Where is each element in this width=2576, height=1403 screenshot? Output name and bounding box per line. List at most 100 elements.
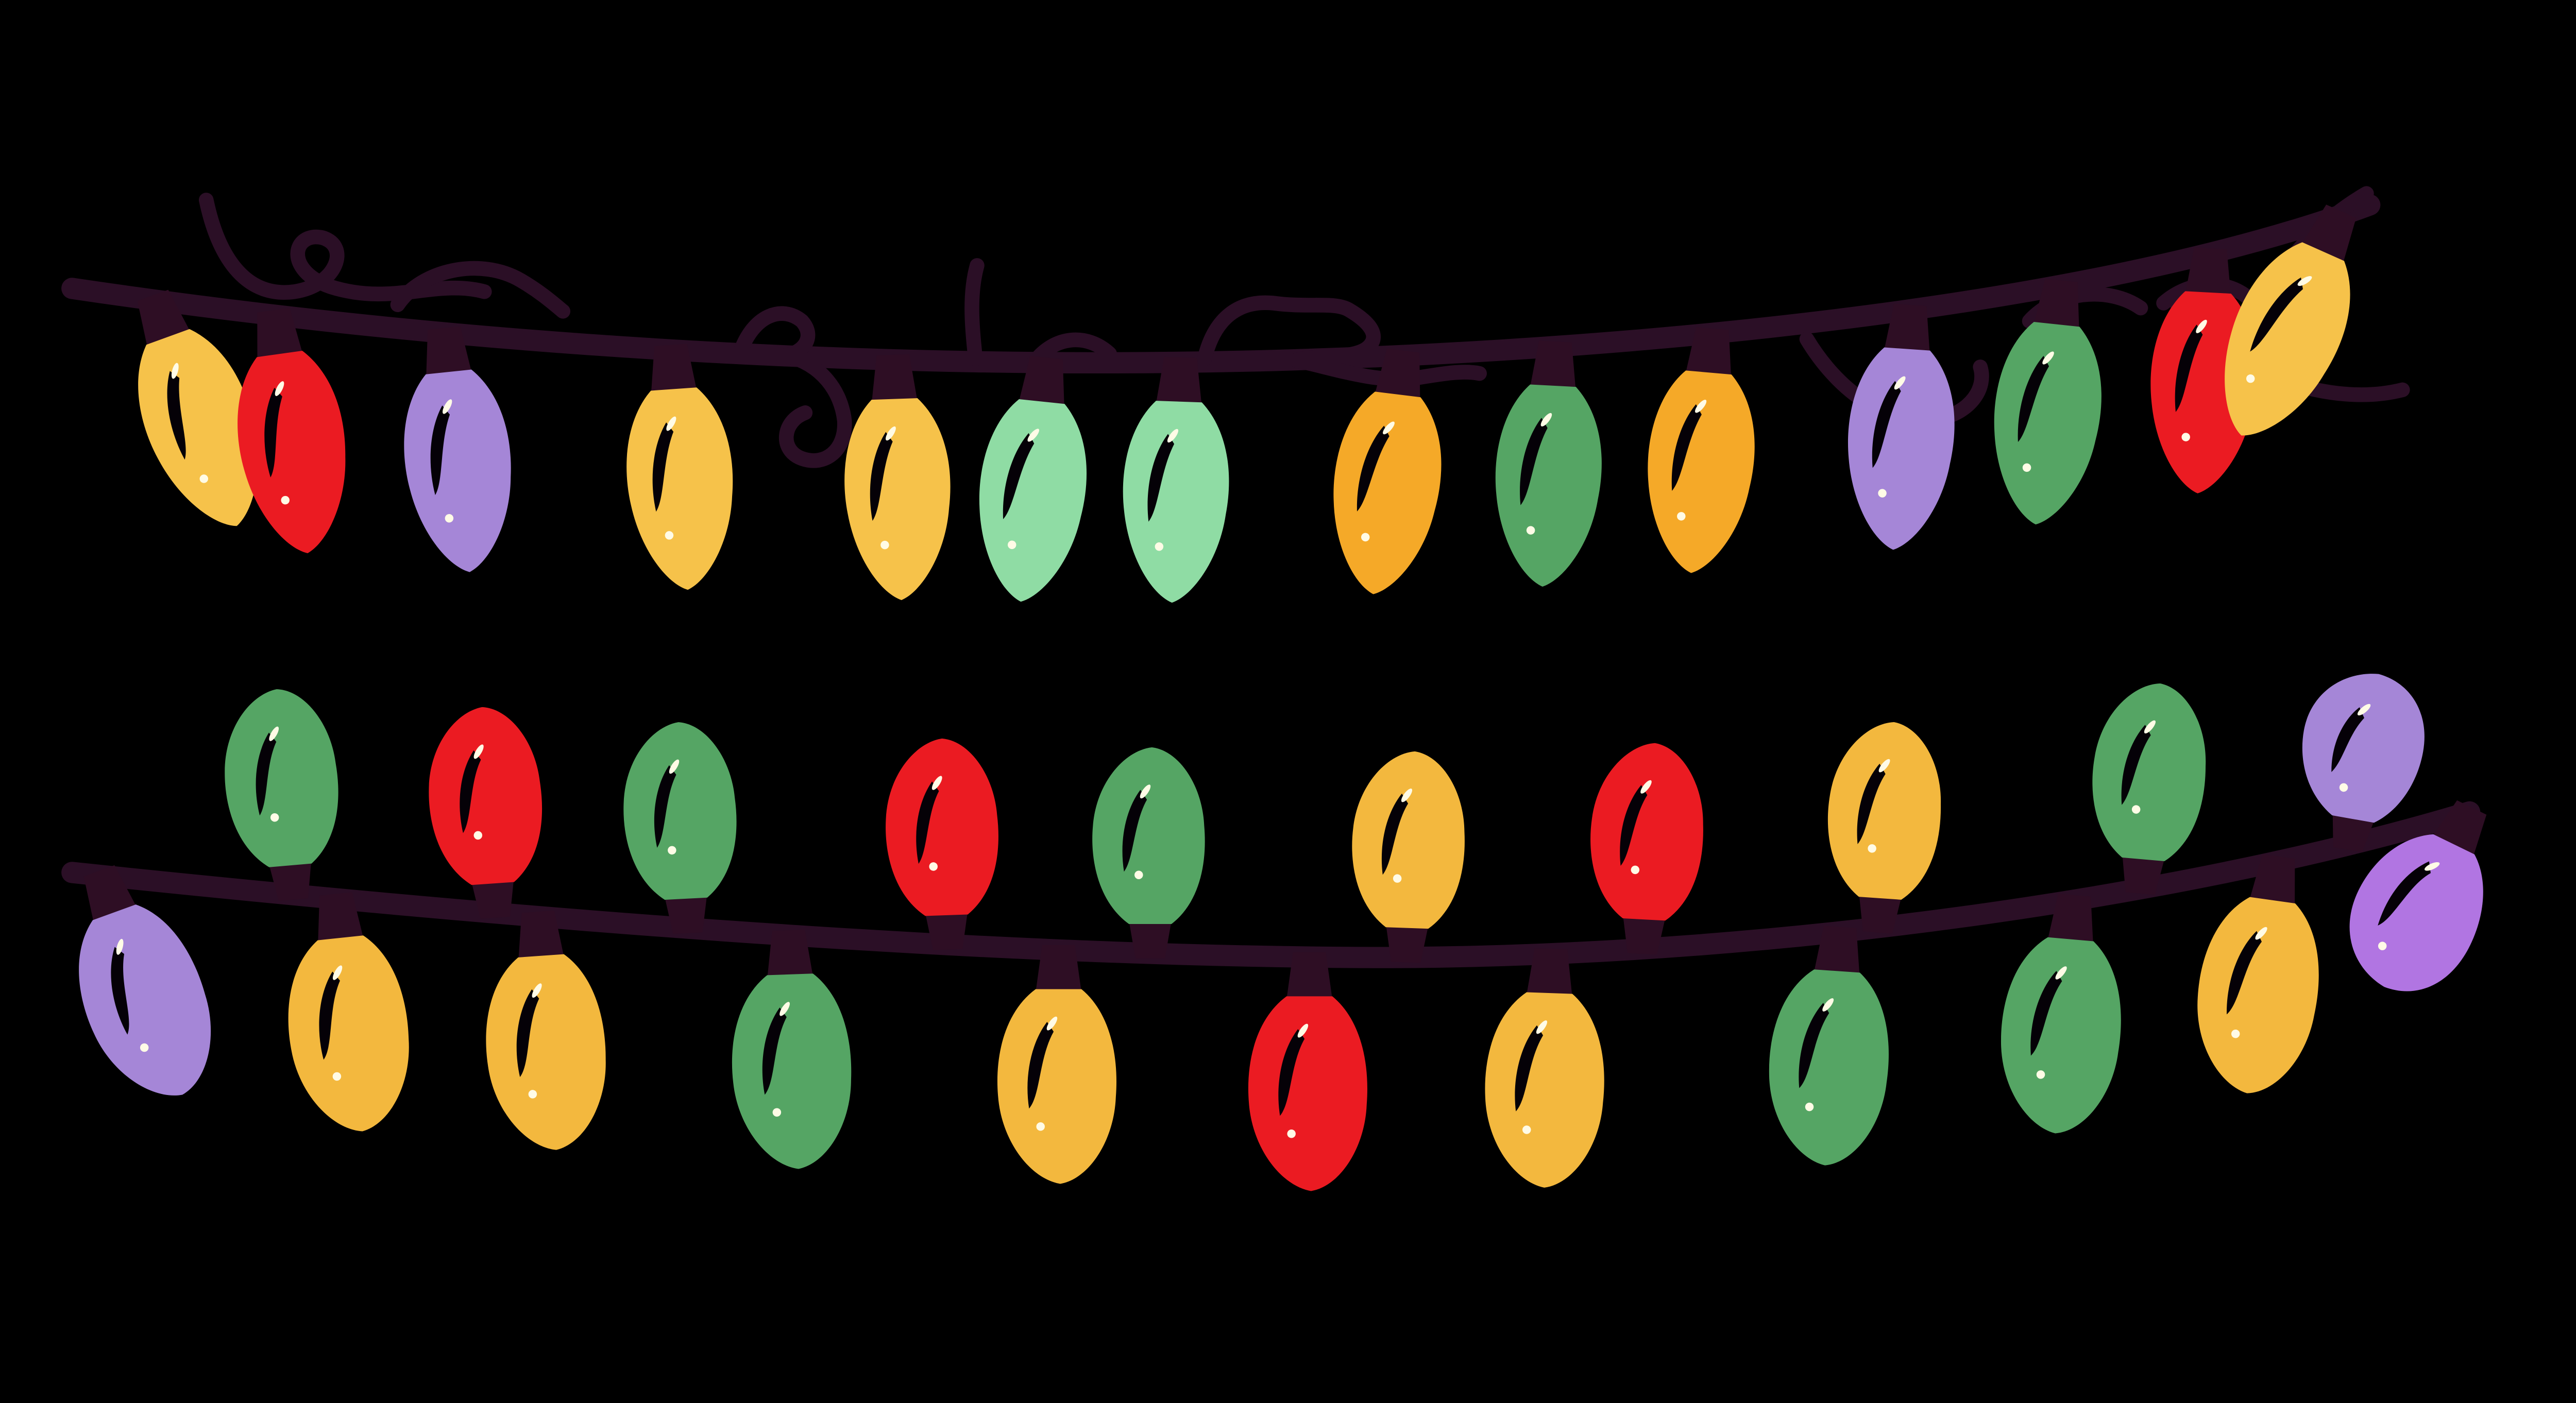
bulb-highlight-dot: [199, 474, 209, 483]
bulb-highlight-dot: [1522, 1125, 1531, 1134]
bulb-glint: [171, 363, 179, 379]
christmas-bulb-red: [238, 307, 346, 554]
christmas-bulb-violet: [2349, 800, 2487, 991]
bulb-shine-crescent: [2227, 931, 2262, 1015]
christmas-bulb-yellow: [997, 945, 1116, 1184]
bulb-shine-crescent: [2250, 277, 2303, 352]
christmas-bulb-purple: [2302, 674, 2425, 852]
bulb-socket: [2047, 894, 2093, 945]
bulb-body: [238, 350, 346, 554]
top-string: [61, 186, 2410, 603]
bulb-highlight-dot: [1878, 489, 1887, 498]
bulb-body: [1123, 401, 1229, 603]
bulb-shine-crescent: [654, 765, 676, 848]
bulb-shine-crescent: [1381, 793, 1409, 875]
bulb-body: [486, 954, 606, 1150]
bulb-body: [1333, 391, 1442, 594]
bulb-glint: [275, 381, 284, 396]
bulb-socket: [1036, 945, 1082, 993]
bulb-highlight-dot: [880, 540, 889, 550]
christmas-bulb-yellow: [1352, 751, 1465, 963]
bulb-socket: [1385, 923, 1429, 963]
christmas-bulb-gold: [2225, 204, 2357, 436]
bulb-glint: [116, 938, 124, 955]
bulb-highlight-dot: [772, 1108, 782, 1117]
bulb-socket: [318, 892, 364, 944]
bulb-socket: [1623, 915, 1666, 955]
christmas-bulb-mint: [979, 356, 1087, 602]
christmas-bulb-red: [1590, 743, 1703, 955]
bulb-body: [404, 369, 511, 572]
christmas-bulb-purple: [1848, 303, 1955, 550]
bulb-shine-crescent: [1857, 763, 1886, 845]
bulb-shine-crescent: [264, 387, 282, 478]
bulb-body: [623, 722, 737, 900]
bulb-body: [997, 989, 1116, 1184]
bulb-glint: [2357, 704, 2371, 715]
bulb-glint: [1140, 784, 1151, 799]
christmas-bulb-red: [1248, 952, 1367, 1191]
bulb-body: [1648, 370, 1755, 573]
bulb-shine-crescent: [1799, 1003, 1829, 1088]
bulb-highlight-dot: [665, 531, 674, 540]
bulb-glint: [1878, 759, 1890, 773]
bulb-shine-crescent: [430, 405, 450, 495]
bulb-highlight-dot: [332, 1072, 342, 1081]
bulb-body: [844, 398, 951, 601]
bulb-shine-crescent: [1003, 433, 1035, 520]
bulb-highlight-dot: [2231, 1029, 2240, 1038]
bulb-shine-crescent: [652, 422, 674, 512]
bulb-socket: [651, 344, 697, 394]
bulb-body: [79, 904, 211, 1096]
bulb-shine-crescent: [2378, 861, 2431, 926]
bulb-highlight-dot: [1805, 1102, 1814, 1111]
bulb-body: [1994, 322, 2102, 525]
christmas-bulb-green: [732, 929, 852, 1169]
christmas-bulb-green: [2092, 683, 2206, 895]
bulb-highlight-dot: [2036, 1070, 2045, 1079]
bulb-glint: [779, 1002, 790, 1016]
bulb-socket: [2033, 279, 2079, 330]
bulb-socket: [2122, 854, 2165, 895]
bulb-socket: [471, 879, 514, 919]
christmas-bulb-green: [1495, 340, 1602, 587]
bulb-glint: [1822, 998, 1834, 1012]
bulb-glint: [2255, 927, 2267, 940]
bulb-highlight-dot: [1677, 512, 1686, 521]
christmas-bulb-green: [2001, 894, 2121, 1134]
bulb-highlight-dot: [1868, 844, 1876, 853]
bulb-body: [1827, 722, 1941, 900]
bulb-shine-crescent: [2331, 707, 2364, 772]
christmas-bulb-purple: [404, 326, 511, 572]
bulb-shine-crescent: [1027, 1021, 1054, 1109]
bulb-body: [429, 707, 543, 885]
christmas-bulb-yellow: [1485, 948, 1604, 1188]
bulb-highlight-dot: [140, 1043, 149, 1052]
christmas-bulb-gold: [844, 354, 951, 601]
bulb-glint: [1383, 421, 1395, 435]
bulb-shine-crescent: [1122, 790, 1147, 872]
bulb-body: [626, 387, 733, 590]
bulb-highlight-dot: [1526, 526, 1535, 535]
bulb-shine-crescent: [870, 432, 893, 521]
bulb-glint: [931, 776, 942, 790]
bulb-body: [1848, 347, 1955, 550]
bulb-socket: [1129, 920, 1172, 959]
bulb-shine-crescent: [1520, 418, 1548, 505]
wire-squiggle: [964, 258, 985, 366]
bulb-socket: [268, 860, 312, 901]
bulb-highlight-dot: [1007, 540, 1016, 550]
bulb-shine-crescent: [516, 989, 539, 1077]
bulb-body: [1092, 747, 1205, 925]
bulb-highlight-dot: [2181, 433, 2190, 441]
bulb-highlight-dot: [1036, 1122, 1045, 1131]
bulb-glint: [1536, 1020, 1548, 1034]
bulb-shine-crescent: [2030, 970, 2062, 1056]
bulb-body: [2092, 683, 2206, 862]
bottom-string: [61, 674, 2487, 1191]
bulb-highlight-dot: [2022, 463, 2031, 472]
bulb-body: [225, 689, 338, 867]
bulb-glint: [2424, 862, 2440, 871]
bulb-highlight-dot: [473, 831, 483, 840]
